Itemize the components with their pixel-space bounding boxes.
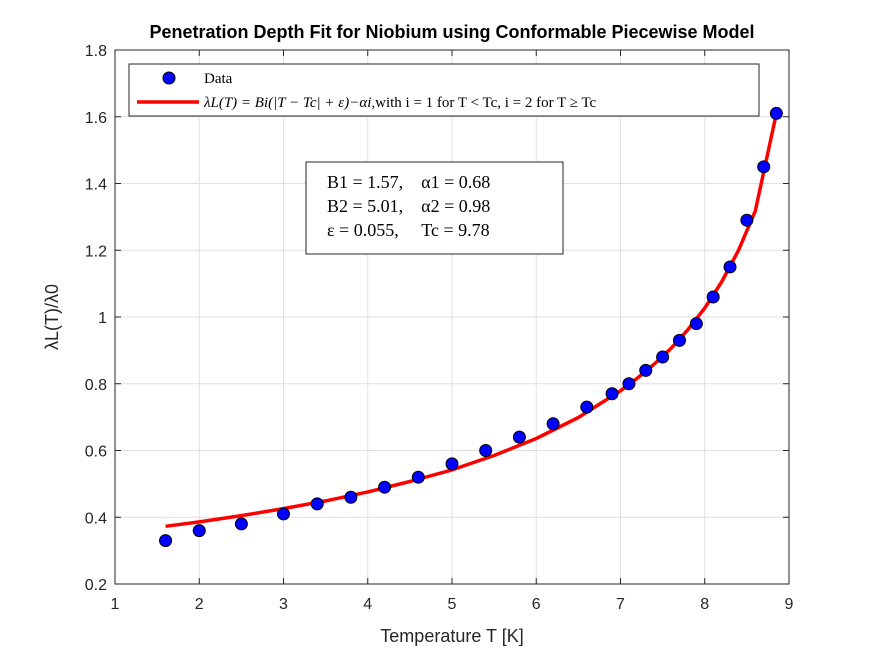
data-point [769,106,783,120]
data-point [479,444,493,457]
parameter-annotation: B1 = 1.57, α1 = 0.68 B2 = 5.01, α2 = 0.9… [305,161,564,255]
data-point [546,417,560,431]
x-tick-label: 8 [700,596,709,613]
y-tick-label: 1.6 [85,110,107,127]
data-point [445,457,459,471]
y-tick-labels: 0.2 0.4 0.6 0.8 1 1.2 1.4 1.6 1.8 [85,43,107,594]
y-tick-label: 0.4 [85,510,107,527]
tick-marks [114,49,790,585]
chart-title: Penetration Depth Fit for Niobium using … [149,22,754,42]
legend: Data λL(T) = Bi(|T − Tc| + ε)−αi,with i … [128,63,760,117]
legend-data-marker [162,71,176,85]
y-tick-label: 1.4 [85,177,107,194]
annotation-line-2: B2 = 5.01, α2 = 0.98 [327,196,490,216]
legend-fit-math: λL(T) = Bi(|T − Tc| + ε)−αi [203,95,371,111]
x-tick-label: 2 [195,596,204,613]
data-point [757,160,771,174]
x-tick-label: 1 [111,596,120,613]
data-series [159,106,783,548]
data-point [689,317,703,331]
y-axis-label: λL(T)/λ0 [42,284,62,350]
annotation-line-3: ε = 0.055, Tc = 9.78 [327,220,490,240]
grid [114,49,790,585]
legend-data-label: Data [204,71,233,87]
data-point [672,333,686,347]
data-point [411,470,425,484]
y-tick-label: 0.8 [85,377,107,394]
data-point [192,524,206,538]
data-point [723,260,737,274]
x-axis-label: Temperature T [K] [380,626,523,646]
x-tick-labels: 1 2 3 4 5 6 7 8 9 [111,596,794,613]
x-tick-label: 5 [448,596,457,613]
data-point [378,480,392,494]
data-point [656,350,670,364]
y-tick-label: 0.2 [85,577,107,594]
data-point [344,490,358,504]
y-tick-label: 0.6 [85,444,107,461]
fit-line [165,113,779,529]
fit-series [165,113,779,529]
annotation-box [305,161,564,255]
data-point [639,363,653,377]
y-tick-label: 1 [98,310,107,327]
data-point [234,517,248,531]
data-point [605,387,619,401]
data-point [622,377,636,391]
x-tick-label: 4 [363,596,372,613]
y-tick-label: 1.8 [85,43,107,60]
annotation-line-1: B1 = 1.57, α1 = 0.68 [327,172,490,192]
data-point [512,430,526,444]
legend-fit-rest: ,with i = 1 for T < Tc, i = 2 for T ≥ Tc [371,95,596,111]
data-point [310,497,324,511]
legend-box [128,63,760,117]
x-tick-label: 6 [532,596,541,613]
x-tick-label: 3 [279,596,288,613]
legend-fit-label: λL(T) = Bi(|T − Tc| + ε)−αi,with i = 1 f… [203,95,597,111]
data-point [159,534,173,548]
data-point [580,400,594,414]
data-point [706,290,720,304]
y-tick-label: 1.2 [85,243,107,260]
data-point [740,213,754,227]
data-point [277,507,290,521]
x-tick-label: 9 [785,596,794,613]
x-tick-label: 7 [616,596,625,613]
